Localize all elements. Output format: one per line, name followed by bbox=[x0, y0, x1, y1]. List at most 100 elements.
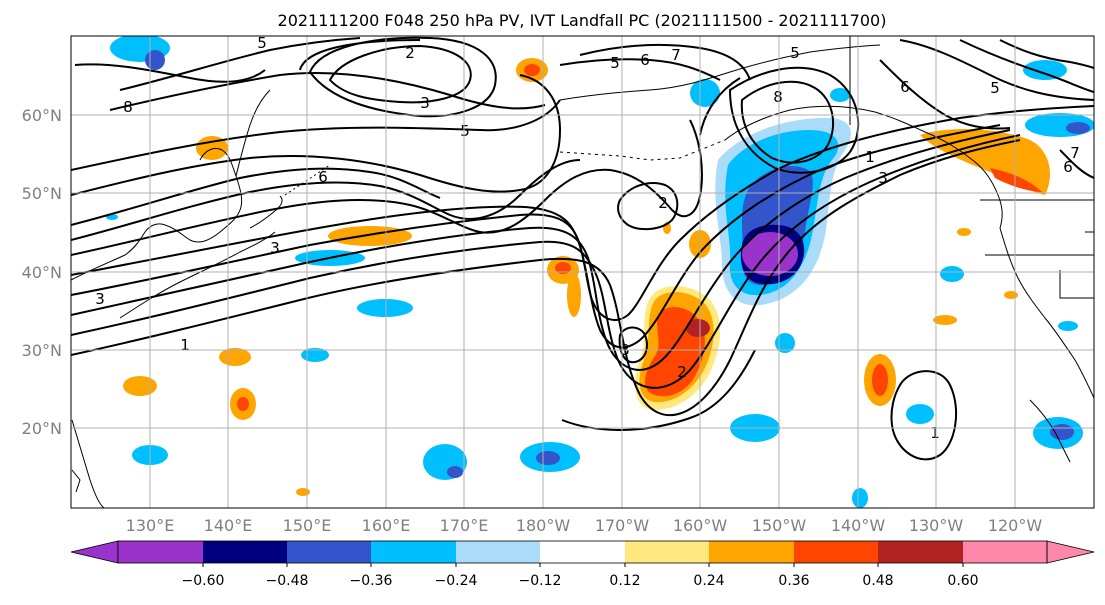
colorbar-frame bbox=[117, 540, 1048, 564]
contour-label: 5 bbox=[790, 44, 800, 62]
contour-line bbox=[71, 124, 1001, 349]
colorbar-tick-label: −0.24 bbox=[435, 573, 478, 589]
map-frame bbox=[70, 35, 1095, 509]
lon-label: 130°E bbox=[126, 516, 175, 535]
contour-label: 3 bbox=[95, 290, 105, 308]
graticule bbox=[71, 36, 1094, 508]
lat-label: 30°N bbox=[22, 341, 62, 360]
contour-line bbox=[999, 39, 1094, 69]
colorbar-tick-label: −0.48 bbox=[266, 573, 309, 589]
colorbar-bin bbox=[963, 541, 1047, 563]
coast-taiwan bbox=[71, 469, 81, 493]
colorbar-bin bbox=[456, 541, 540, 563]
colorbar-tick-labels: −0.60 −0.48 −0.36 −0.24 −0.12 0.12 0.24 … bbox=[182, 573, 979, 589]
colorbar-tick-label: 0.12 bbox=[609, 573, 640, 589]
shade-cell bbox=[1050, 424, 1074, 440]
contour-line bbox=[559, 58, 721, 81]
shade-cell bbox=[328, 226, 412, 246]
colorbar-max-extend bbox=[1046, 540, 1095, 564]
coast-japan-north bbox=[249, 195, 283, 229]
shade-cell bbox=[957, 228, 971, 236]
contour-label: 7 bbox=[671, 46, 681, 64]
colorbar-tick-label: −0.36 bbox=[350, 573, 393, 589]
colorbar-tick-label: −0.60 bbox=[182, 573, 225, 589]
contour-line bbox=[74, 63, 266, 83]
contour-label: 5 bbox=[610, 54, 620, 72]
colorbar-tick-label: 0.36 bbox=[778, 573, 809, 589]
lon-label: 120°W bbox=[988, 516, 1043, 535]
coast-philippines bbox=[71, 419, 105, 508]
contour-line bbox=[899, 39, 1094, 101]
lon-label: 170°W bbox=[595, 516, 650, 535]
colorbar-ticks bbox=[202, 563, 964, 567]
contour-line bbox=[959, 39, 1094, 93]
contour-label: 6 bbox=[640, 51, 650, 69]
colorbar-bin bbox=[287, 541, 371, 563]
colorbar-bin bbox=[625, 541, 709, 563]
contour-line bbox=[71, 105, 1094, 321]
contour-label: 5 bbox=[990, 79, 1000, 97]
shade-cell bbox=[524, 64, 540, 76]
contour-line bbox=[579, 43, 751, 81]
coast-kamchatka bbox=[235, 89, 271, 177]
shade-cell bbox=[237, 397, 249, 411]
lat-label: 50°N bbox=[22, 184, 62, 203]
colorbar-bin bbox=[794, 541, 878, 563]
lon-label: 150°W bbox=[752, 516, 807, 535]
colorbar-tick-label: 0.48 bbox=[862, 573, 893, 589]
colorbar-tick-label: −0.12 bbox=[519, 573, 562, 589]
lat-labels: 20°N 30°N 40°N 50°N 60°N bbox=[22, 106, 62, 438]
contour-line bbox=[1059, 149, 1094, 179]
contour-label: 8 bbox=[773, 88, 783, 106]
shade-negative-core bbox=[742, 232, 798, 276]
coast-mexico bbox=[1029, 399, 1071, 463]
shade-cell bbox=[296, 488, 310, 496]
lon-label: 160°W bbox=[673, 516, 728, 535]
colorbar-bin bbox=[709, 541, 794, 563]
contour-label: 1 bbox=[180, 336, 190, 354]
lon-label: 180°W bbox=[516, 516, 571, 535]
colorbar-min-extend bbox=[70, 540, 119, 564]
contour-line bbox=[617, 182, 679, 231]
contour-label: 2 bbox=[658, 194, 668, 212]
contour-line bbox=[71, 167, 441, 226]
contour-line bbox=[119, 37, 361, 91]
shade-cell bbox=[852, 488, 868, 508]
shade-cell bbox=[906, 404, 934, 424]
contour-label: 5 bbox=[460, 122, 470, 140]
shade-cell bbox=[775, 333, 795, 353]
shade-cell bbox=[145, 50, 165, 70]
shade-cell bbox=[301, 348, 329, 362]
contour-line bbox=[71, 119, 703, 256]
anomaly-shading bbox=[106, 36, 1094, 508]
shade-cell bbox=[567, 273, 581, 317]
colorbar: −0.60 −0.48 −0.36 −0.24 −0.12 0.12 0.24 … bbox=[70, 540, 1095, 589]
contour-label: 2 bbox=[677, 363, 687, 381]
lat-label: 20°N bbox=[22, 419, 62, 438]
lat-label: 60°N bbox=[22, 106, 62, 125]
contour-label: 3 bbox=[420, 94, 430, 112]
lon-label: 130°W bbox=[909, 516, 964, 535]
shade-cell bbox=[690, 79, 720, 107]
lon-labels: 130°E 140°E 150°E 160°E 170°E 180°W 170°… bbox=[126, 516, 1043, 535]
contour-label: 1 bbox=[865, 148, 875, 166]
shade-cell bbox=[940, 266, 964, 282]
shade-cell bbox=[830, 88, 850, 102]
contour-line bbox=[71, 159, 581, 241]
contour-label: 6 bbox=[900, 78, 910, 96]
contour-label: 6 bbox=[318, 168, 328, 186]
contour-line bbox=[618, 326, 648, 364]
contour-label: 5 bbox=[257, 34, 267, 52]
lon-label: 140°E bbox=[204, 516, 253, 535]
lat-label: 40°N bbox=[22, 263, 62, 282]
contour-label: 3 bbox=[878, 169, 888, 187]
lon-label: 150°E bbox=[283, 516, 332, 535]
shade-cell bbox=[555, 262, 571, 274]
lon-label: 160°E bbox=[362, 516, 411, 535]
shade-cell bbox=[1023, 60, 1067, 80]
shade-cell bbox=[1058, 321, 1078, 331]
colorbar-bin bbox=[878, 541, 963, 563]
contour-label: 3 bbox=[270, 239, 280, 257]
colorbar-tick-label: 0.24 bbox=[693, 573, 724, 589]
